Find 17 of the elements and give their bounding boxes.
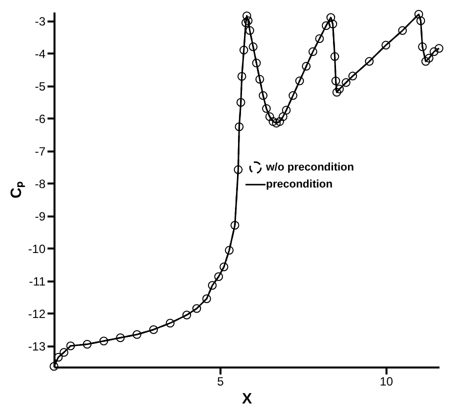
- x-tick-label: 5: [217, 374, 224, 388]
- y-tick-label: -4: [34, 46, 46, 61]
- y-tick-label: -5: [34, 79, 46, 94]
- y-tick-label: -8: [34, 176, 46, 191]
- y-tick-label: -3: [34, 14, 46, 28]
- y-tick-label: -12: [28, 306, 46, 321]
- y-tick-label: -7: [34, 144, 46, 158]
- x-tick-label: 10: [380, 374, 394, 388]
- x-axis-title: X: [242, 390, 252, 408]
- y-axis-title: Cₚ: [8, 182, 26, 198]
- legend-label: precondition: [266, 178, 333, 191]
- y-tick-label: -6: [34, 112, 46, 126]
- y-tick-label: -10: [28, 242, 46, 256]
- y-tick-label: -13: [28, 339, 46, 354]
- y-tick-label: -9: [34, 209, 46, 224]
- y-tick-label: -11: [29, 274, 46, 288]
- legend-label: w/o precondition: [265, 162, 354, 174]
